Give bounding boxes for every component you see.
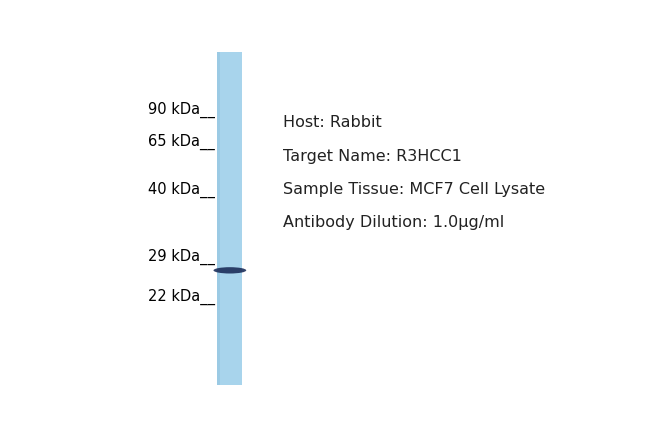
Text: Antibody Dilution: 1.0μg/ml: Antibody Dilution: 1.0μg/ml [283, 215, 504, 230]
Text: Target Name: R3HCC1: Target Name: R3HCC1 [283, 149, 462, 164]
Text: Sample Tissue: MCF7 Cell Lysate: Sample Tissue: MCF7 Cell Lysate [283, 182, 545, 197]
Text: Host: Rabbit: Host: Rabbit [283, 115, 382, 130]
Text: 90 kDa__: 90 kDa__ [148, 102, 214, 118]
Text: 22 kDa__: 22 kDa__ [148, 289, 214, 305]
Text: 65 kDa__: 65 kDa__ [148, 134, 215, 150]
Bar [217, 52, 242, 385]
Ellipse shape [213, 267, 246, 274]
Text: 29 kDa__: 29 kDa__ [148, 249, 214, 265]
Text: 40 kDa__: 40 kDa__ [148, 182, 214, 198]
Bar [217, 52, 220, 385]
